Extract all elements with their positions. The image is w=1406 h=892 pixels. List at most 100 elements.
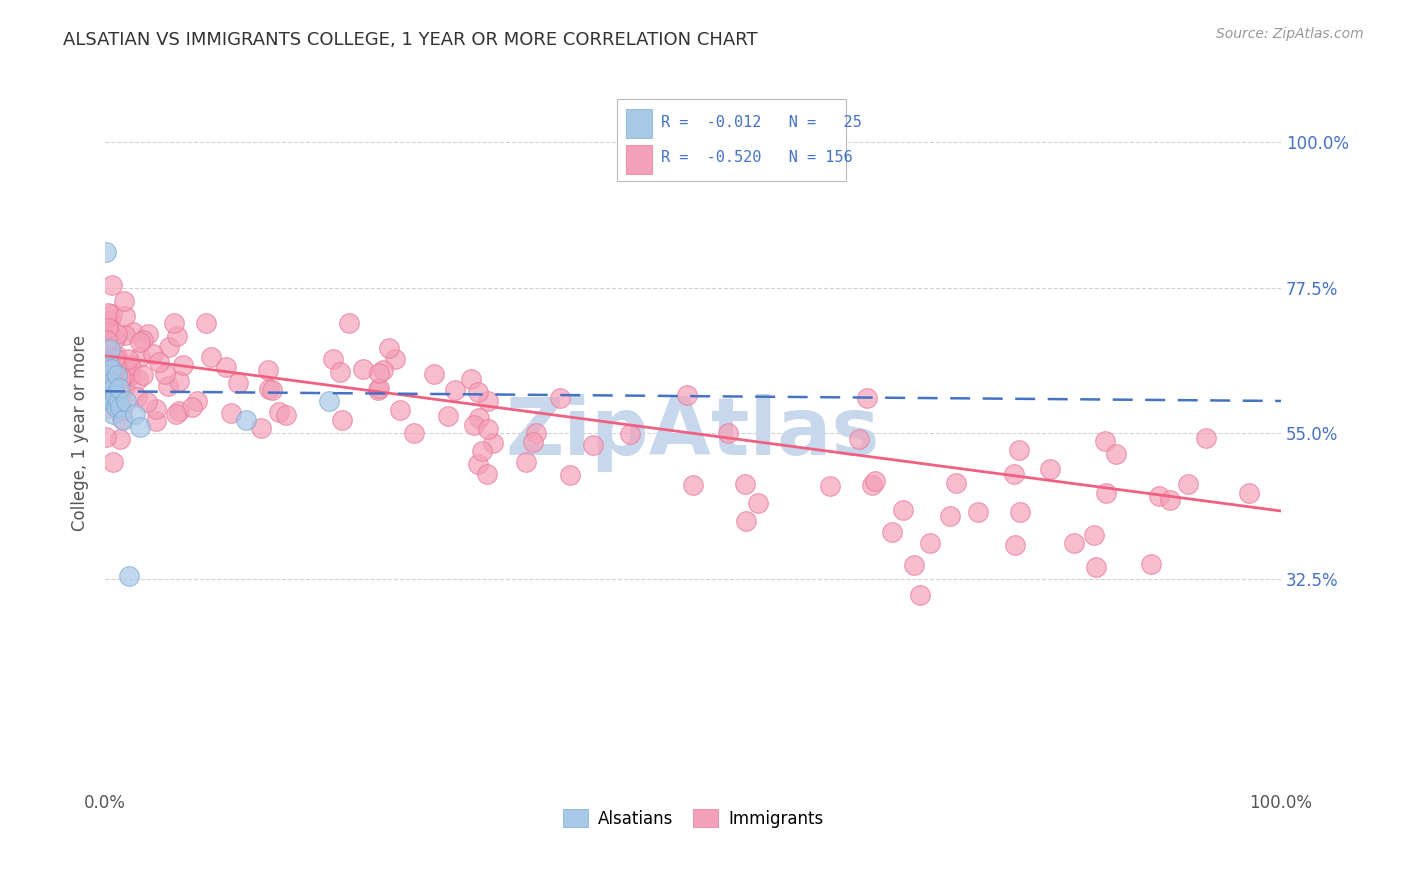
Point <box>129 350 152 364</box>
Legend: Alsatians, Immigrants: Alsatians, Immigrants <box>557 803 830 834</box>
Point <box>1104 447 1126 461</box>
Point <box>378 341 401 355</box>
Point <box>1094 486 1116 500</box>
Point <box>98 313 121 327</box>
Point <box>100 351 122 365</box>
Point <box>267 405 290 419</box>
Point <box>97 394 120 409</box>
Point <box>136 326 159 341</box>
Point <box>260 383 283 397</box>
Point <box>111 413 134 427</box>
Point <box>1159 492 1181 507</box>
Point <box>468 410 491 425</box>
Point <box>169 404 191 418</box>
Point <box>98 380 121 394</box>
Point <box>215 360 238 375</box>
Point <box>463 418 485 433</box>
Point <box>157 379 180 393</box>
Point <box>101 363 124 377</box>
Point <box>467 457 489 471</box>
Point <box>97 321 120 335</box>
Point <box>98 359 121 373</box>
Point <box>98 326 121 340</box>
Point <box>108 381 131 395</box>
Point <box>966 506 988 520</box>
Point <box>1002 467 1025 481</box>
Point <box>114 328 136 343</box>
Point <box>98 364 121 378</box>
Point <box>105 349 128 363</box>
Point <box>96 334 118 348</box>
Point <box>181 401 204 415</box>
Point <box>1039 462 1062 476</box>
Point <box>103 407 125 421</box>
Point <box>97 381 120 395</box>
Point <box>103 362 125 376</box>
Point <box>107 327 129 342</box>
Point <box>100 394 122 409</box>
Bar <box>626 110 652 138</box>
Point <box>818 478 841 492</box>
Point <box>1008 442 1031 457</box>
Point <box>117 352 139 367</box>
Point <box>1008 505 1031 519</box>
Text: R =  -0.012   N =   25: R = -0.012 N = 25 <box>661 115 862 129</box>
Point <box>129 420 152 434</box>
Point <box>515 455 537 469</box>
Y-axis label: College, 1 year or more: College, 1 year or more <box>72 335 89 532</box>
Point <box>111 403 134 417</box>
Point <box>97 392 120 406</box>
Point <box>475 467 498 481</box>
Point <box>460 372 482 386</box>
Point <box>200 350 222 364</box>
Point <box>165 408 187 422</box>
Point <box>145 414 167 428</box>
Point <box>250 421 273 435</box>
Text: ALSATIAN VS IMMIGRANTS COLLEGE, 1 YEAR OR MORE CORRELATION CHART: ALSATIAN VS IMMIGRANTS COLLEGE, 1 YEAR O… <box>63 31 758 49</box>
Point <box>103 381 125 395</box>
Point <box>318 394 340 409</box>
Point <box>110 401 132 415</box>
Point <box>1085 560 1108 574</box>
Point <box>389 402 412 417</box>
Point <box>1239 486 1261 500</box>
Point <box>96 401 118 415</box>
Point <box>1063 536 1085 550</box>
Point <box>1094 434 1116 448</box>
Point <box>467 385 489 400</box>
Text: ZipAtlas: ZipAtlas <box>506 394 880 473</box>
Point <box>352 362 374 376</box>
Point <box>274 409 297 423</box>
Point <box>1149 489 1171 503</box>
Point <box>1177 476 1199 491</box>
Point <box>1140 557 1163 571</box>
Point <box>865 474 887 488</box>
Point <box>97 355 120 369</box>
Point <box>329 365 352 379</box>
Point <box>101 380 124 394</box>
Point <box>96 349 118 363</box>
Point <box>437 409 460 423</box>
Bar <box>626 145 652 174</box>
Point <box>145 401 167 416</box>
Point <box>367 381 389 395</box>
Point <box>111 412 134 426</box>
Point <box>619 426 641 441</box>
Point <box>104 359 127 374</box>
Point <box>131 368 153 383</box>
Point <box>101 361 124 376</box>
Point <box>903 558 925 572</box>
Point <box>1004 538 1026 552</box>
Point <box>891 503 914 517</box>
Point <box>153 368 176 382</box>
Point <box>105 368 128 383</box>
Point <box>471 443 494 458</box>
Point <box>104 401 127 415</box>
Point <box>104 385 127 400</box>
Point <box>938 508 960 523</box>
Point <box>880 524 903 539</box>
Point <box>157 340 180 354</box>
Point <box>98 364 121 378</box>
Point <box>132 333 155 347</box>
Point <box>322 352 344 367</box>
